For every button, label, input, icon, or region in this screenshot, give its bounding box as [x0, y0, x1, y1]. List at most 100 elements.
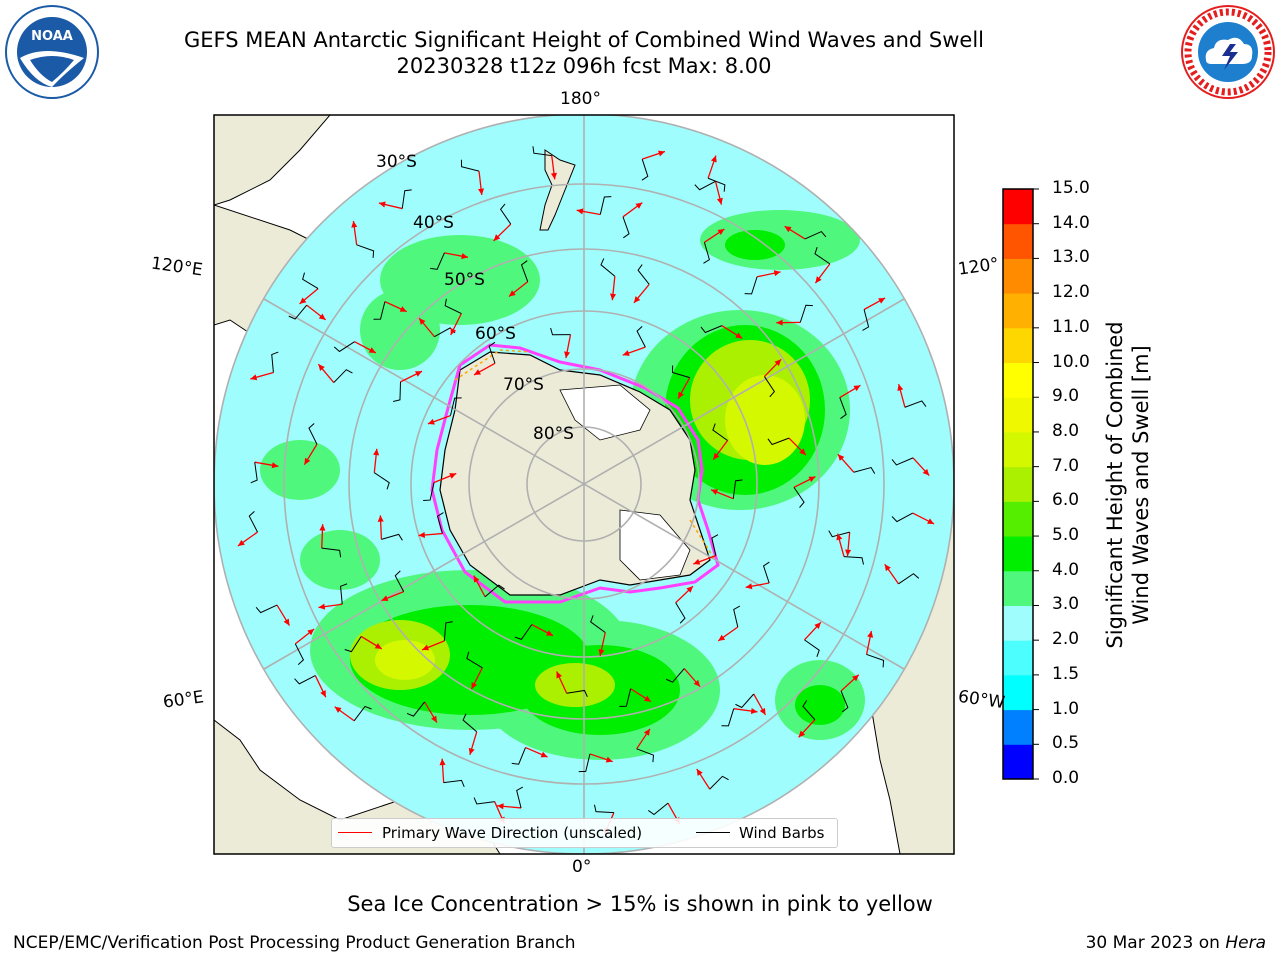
wave-direction-arrowhead — [717, 229, 725, 236]
wind-barb — [333, 341, 355, 353]
wind-barb — [499, 203, 512, 225]
wind-barb — [462, 713, 478, 733]
lat-label-70s: 70°S — [503, 375, 544, 395]
wave-direction-arrowhead — [609, 293, 617, 301]
wave-direction-arrowhead — [474, 369, 481, 375]
colorbar-segment — [1003, 397, 1033, 433]
wave-direction-arrowhead — [814, 622, 821, 630]
graticule — [214, 115, 954, 854]
wind-barb — [641, 159, 649, 181]
wind-barb — [340, 583, 348, 605]
wind-barb — [814, 247, 831, 265]
wind-barb — [393, 381, 402, 403]
colorbar-tick-label: 0.0 — [1052, 768, 1080, 788]
wind-barb — [466, 651, 483, 669]
wind-barb — [804, 639, 820, 657]
wind-barb — [436, 512, 444, 534]
wind-barb — [636, 748, 655, 763]
wind-barb — [288, 304, 308, 320]
colorbar-segment — [1003, 674, 1033, 711]
wave-direction-arrowhead — [710, 155, 717, 163]
wind-barb — [637, 264, 650, 285]
wave-direction-arrowhead — [867, 630, 874, 638]
colorbar-tick-label: 8.0 — [1052, 420, 1080, 441]
colorbar-segment — [1003, 362, 1033, 398]
wind-barb — [532, 146, 552, 157]
wave-direction-arrowhead — [399, 306, 407, 312]
new-zealand-land — [539, 149, 576, 231]
wave-direction-arrowhead — [658, 150, 665, 157]
wind-barb — [721, 708, 735, 727]
wind-barb — [622, 216, 630, 239]
wind-barb — [891, 512, 913, 523]
colorbar-tick-label: 6.0 — [1052, 490, 1080, 511]
wind-barb — [394, 570, 405, 592]
date-text: 30 Mar 2023 on Hera — [1086, 933, 1266, 953]
wave-direction-arrowhead — [415, 371, 423, 377]
wind-barb — [248, 510, 258, 533]
wave-direction-arrowhead — [378, 201, 386, 208]
wave-direction-arrowhead — [497, 803, 504, 810]
wave-direction-arrowhead — [319, 524, 326, 531]
lat-label-50s: 50°S — [444, 270, 485, 290]
wind-barb — [694, 180, 716, 191]
wave-direction-arrowhead — [635, 202, 643, 209]
wind-barb — [250, 462, 258, 484]
wave-direction-arrowhead — [696, 768, 703, 776]
colorbar-tick-label: 13.0 — [1052, 247, 1090, 268]
colorbar-segment — [1003, 640, 1033, 676]
colorbar-tick-label: 3.0 — [1052, 594, 1080, 615]
wave-direction-arrowhead — [373, 448, 380, 456]
wave-direction-arrowhead — [716, 197, 723, 205]
title-line-2: 20230328 t12z 096h fcst Max: 8.00 — [396, 54, 772, 78]
wave-direction-arrowhead — [853, 385, 861, 392]
wave-direction-arrowhead — [927, 518, 935, 524]
wave-direction-arrowhead — [493, 234, 501, 241]
wind-barb — [799, 304, 813, 323]
wave-direction-arrowhead — [450, 327, 457, 335]
wave-direction-arrowhead — [556, 671, 563, 679]
wave-direction-arrowhead — [759, 707, 766, 715]
wind-barb — [767, 437, 790, 446]
wave-direction-arrowhead — [564, 351, 571, 359]
colorbar-tick-label: 11.0 — [1052, 316, 1090, 337]
wind-barb — [271, 351, 279, 373]
wind-barb — [733, 605, 741, 628]
wind-barb — [449, 397, 462, 416]
wind-barb — [711, 534, 719, 556]
colorbar-segment — [1003, 709, 1033, 745]
wind-barb — [898, 573, 920, 585]
wave-direction-arrowhead — [799, 448, 806, 456]
wave-direction-arrowhead — [377, 515, 384, 522]
wind-barb — [707, 177, 726, 192]
noaa-logo-icon: NOAA — [5, 5, 99, 99]
wind-barb — [599, 196, 612, 215]
wave-direction-arrowhead — [508, 290, 516, 297]
wind-barb — [294, 643, 305, 665]
wave-direction-arrows — [237, 146, 935, 835]
wind-barb — [550, 327, 571, 336]
colorbar-tick-label: 7.0 — [1052, 455, 1080, 476]
wave-direction-arrowhead — [735, 332, 743, 339]
wave-direction-arrowhead — [693, 558, 701, 565]
wave-direction-arrowhead — [686, 586, 694, 593]
wind-barb — [732, 479, 743, 499]
wave-direction-arrowhead — [419, 318, 426, 325]
wind-barb — [406, 701, 426, 717]
wind-barb — [374, 472, 390, 490]
wind-barb — [904, 400, 927, 408]
wave-direction-arrowhead — [351, 221, 358, 228]
wind-barb — [804, 230, 827, 240]
wave-direction-arrowhead — [678, 391, 684, 399]
colorbar-tick-label: 15.0 — [1052, 178, 1090, 198]
wind-barb — [333, 369, 353, 383]
ice-shelf-2 — [619, 509, 691, 581]
date-machine: Hera — [1225, 933, 1266, 953]
wind-barb — [862, 309, 870, 331]
colorbar-segment — [1003, 293, 1033, 329]
wind-barb — [762, 561, 770, 584]
wave-direction-arrowhead — [784, 226, 792, 233]
wave-direction-arrowhead — [693, 679, 701, 687]
wind-barb — [488, 341, 496, 364]
wave-direction-arrowhead — [750, 707, 758, 715]
